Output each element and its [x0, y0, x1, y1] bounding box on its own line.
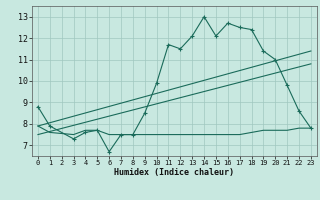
- X-axis label: Humidex (Indice chaleur): Humidex (Indice chaleur): [115, 168, 234, 177]
